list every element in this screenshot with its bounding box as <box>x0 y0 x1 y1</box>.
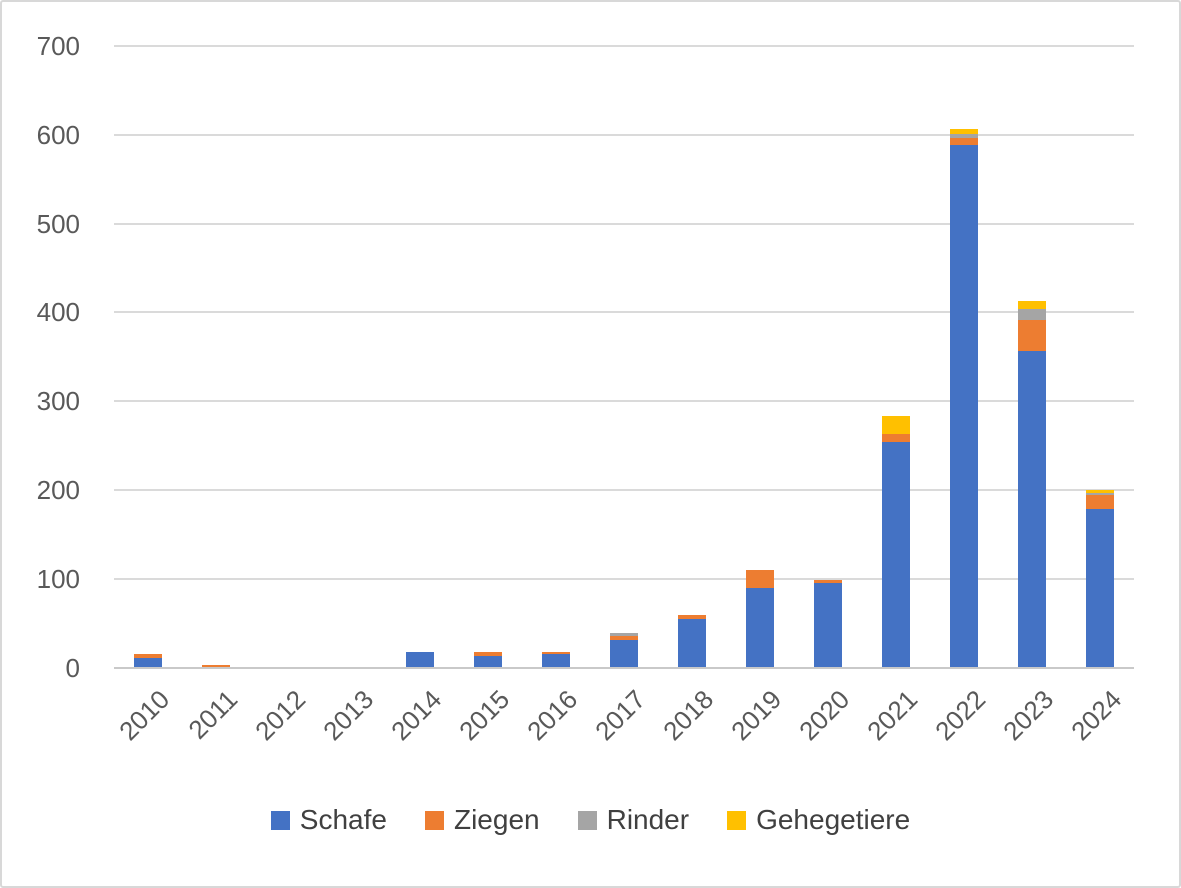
legend-label-schafe: Schafe <box>299 804 387 835</box>
x-axis-label-2013: 2013 <box>317 684 380 747</box>
x-axis-label-2010: 2010 <box>113 684 176 747</box>
x-axis-label-2019: 2019 <box>725 684 788 747</box>
gridline-300 <box>114 400 1134 403</box>
bar-2010-schafe <box>134 657 162 668</box>
bar-2022-schafe <box>950 145 978 668</box>
bar-2018-ziegen <box>678 615 706 619</box>
legend-item-gehegetiere: Gehegetiere <box>727 804 910 836</box>
y-axis-label-200: 200 <box>36 474 80 505</box>
legend-label-gehegetiere: Gehegetiere <box>756 804 911 835</box>
bar-2017-rinder <box>610 632 638 637</box>
x-axis-label-2016: 2016 <box>521 684 584 747</box>
gridline-700 <box>114 45 1134 47</box>
gridline-500 <box>114 222 1134 225</box>
legend-label-ziegen: Ziegen <box>453 804 540 835</box>
legend-item-rinder: Rinder <box>577 804 690 836</box>
x-axis-label-2021: 2021 <box>861 684 924 747</box>
bar-2024-ziegen <box>1086 495 1114 510</box>
legend-swatch-schafe <box>270 810 290 830</box>
x-axis-label-2020: 2020 <box>793 684 856 747</box>
bar-2019-schafe <box>746 587 774 668</box>
y-axis-label-500: 500 <box>36 208 80 239</box>
legend-label-rinder: Rinder <box>606 804 690 835</box>
bar-2023-rinder <box>1018 308 1046 321</box>
bar-2024-gehegetiere <box>1086 489 1114 493</box>
x-axis-label-2017: 2017 <box>589 684 652 747</box>
bar-2024-rinder <box>1086 492 1114 496</box>
bar-2023-schafe <box>1018 350 1046 668</box>
bar-2021-ziegen <box>882 433 910 442</box>
bar-2015-schafe <box>474 655 502 668</box>
bar-2019-ziegen <box>746 569 774 588</box>
bar-2020-schafe <box>814 583 842 668</box>
bar-2010-ziegen <box>134 654 162 658</box>
bar-2014-schafe <box>406 652 434 668</box>
bar-2022-ziegen <box>950 138 978 146</box>
gridline-600 <box>114 133 1134 136</box>
gridline-200 <box>114 488 1134 491</box>
bar-2023-ziegen <box>1018 320 1046 351</box>
bar-2017-ziegen <box>610 636 638 640</box>
bar-2016-ziegen <box>542 652 570 655</box>
bar-2021-schafe <box>882 441 910 668</box>
legend-item-ziegen: Ziegen <box>424 804 540 836</box>
bar-2022-gehegetiere <box>950 128 978 134</box>
bar-2021-gehegetiere <box>882 416 910 434</box>
legend-swatch-rinder <box>577 810 597 830</box>
bar-2023-gehegetiere <box>1018 300 1046 309</box>
bar-2020-ziegen <box>814 580 842 584</box>
bar-2011-ziegen <box>202 664 230 668</box>
x-axis-label-2012: 2012 <box>249 684 312 747</box>
x-axis-label-2023: 2023 <box>997 684 1060 747</box>
legend-swatch-gehegetiere <box>727 810 747 830</box>
bar-2016-schafe <box>542 654 570 668</box>
y-axis-label-700: 700 <box>36 31 80 61</box>
y-axis-label-0: 0 <box>65 652 80 683</box>
bar-2018-schafe <box>678 618 706 668</box>
bar-2017-schafe <box>610 639 638 668</box>
bar-2015-ziegen <box>474 651 502 656</box>
legend-swatch-ziegen <box>424 810 444 830</box>
y-axis-label-100: 100 <box>36 563 80 594</box>
bar-2024-schafe <box>1086 509 1114 668</box>
x-axis-label-2024: 2024 <box>1065 684 1128 747</box>
gridline-100 <box>114 577 1134 580</box>
x-axis-label-2015: 2015 <box>453 684 516 747</box>
gridline-400 <box>114 311 1134 314</box>
bar-2022-rinder <box>950 133 978 139</box>
y-axis-label-400: 400 <box>36 297 80 328</box>
legend-item-schafe: Schafe <box>270 804 387 836</box>
y-axis-label-600: 600 <box>36 119 80 150</box>
x-axis-label-2014: 2014 <box>385 684 448 747</box>
y-axis-label-300: 300 <box>36 386 80 417</box>
gridline-0 <box>114 666 1134 669</box>
x-axis-label-2022: 2022 <box>929 684 992 747</box>
x-axis-label-2018: 2018 <box>657 684 720 747</box>
legend: Schafe Ziegen Rinder Gehegetiere <box>2 804 1179 836</box>
x-axis-label-2011: 2011 <box>182 684 244 745</box>
